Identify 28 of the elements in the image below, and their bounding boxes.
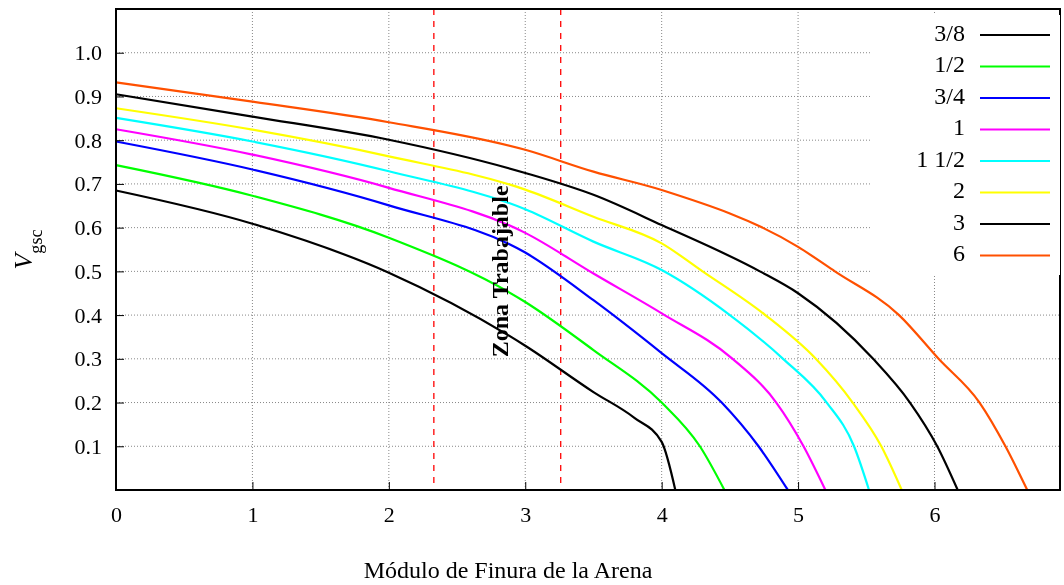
legend-label: 1 1/2 bbox=[916, 145, 965, 172]
legend-label: 3 bbox=[953, 208, 965, 235]
y-tick-label: 0.6 bbox=[74, 215, 102, 241]
x-tick-label: 4 bbox=[656, 501, 668, 527]
legend-label: 3/8 bbox=[934, 19, 965, 46]
x-tick-label: 2 bbox=[383, 501, 395, 527]
x-axis-title: Módulo de Finura de la Arena bbox=[363, 557, 653, 583]
line-series bbox=[114, 164, 726, 492]
legend-label: 3/4 bbox=[934, 82, 965, 109]
legend-label: 1/2 bbox=[934, 51, 965, 78]
x-tick-label: 3 bbox=[520, 501, 532, 527]
x-tick-label: 1 bbox=[247, 501, 259, 527]
y-tick-label: 0.2 bbox=[74, 390, 102, 416]
x-tick-label: 6 bbox=[929, 501, 941, 527]
y-tick-label: 0.1 bbox=[74, 433, 102, 459]
x-tick-label: 0 bbox=[111, 501, 122, 527]
legend-label: 1 bbox=[953, 114, 965, 141]
legend-label: 6 bbox=[953, 240, 965, 267]
y-tick-label: 0.4 bbox=[74, 302, 102, 328]
y-tick-label: 0.5 bbox=[74, 258, 102, 284]
x-tick-label: 5 bbox=[793, 501, 805, 527]
y-tick-label: 0.8 bbox=[74, 127, 102, 153]
y-tick-label: 0.3 bbox=[74, 346, 102, 372]
legend-label: 2 bbox=[953, 177, 965, 204]
y-tick-label: 0.7 bbox=[74, 171, 102, 197]
y-tick-label: 0.9 bbox=[74, 83, 102, 109]
annotation: Zona Trabajable bbox=[486, 185, 513, 358]
y-tick-label: 1.0 bbox=[74, 40, 102, 66]
